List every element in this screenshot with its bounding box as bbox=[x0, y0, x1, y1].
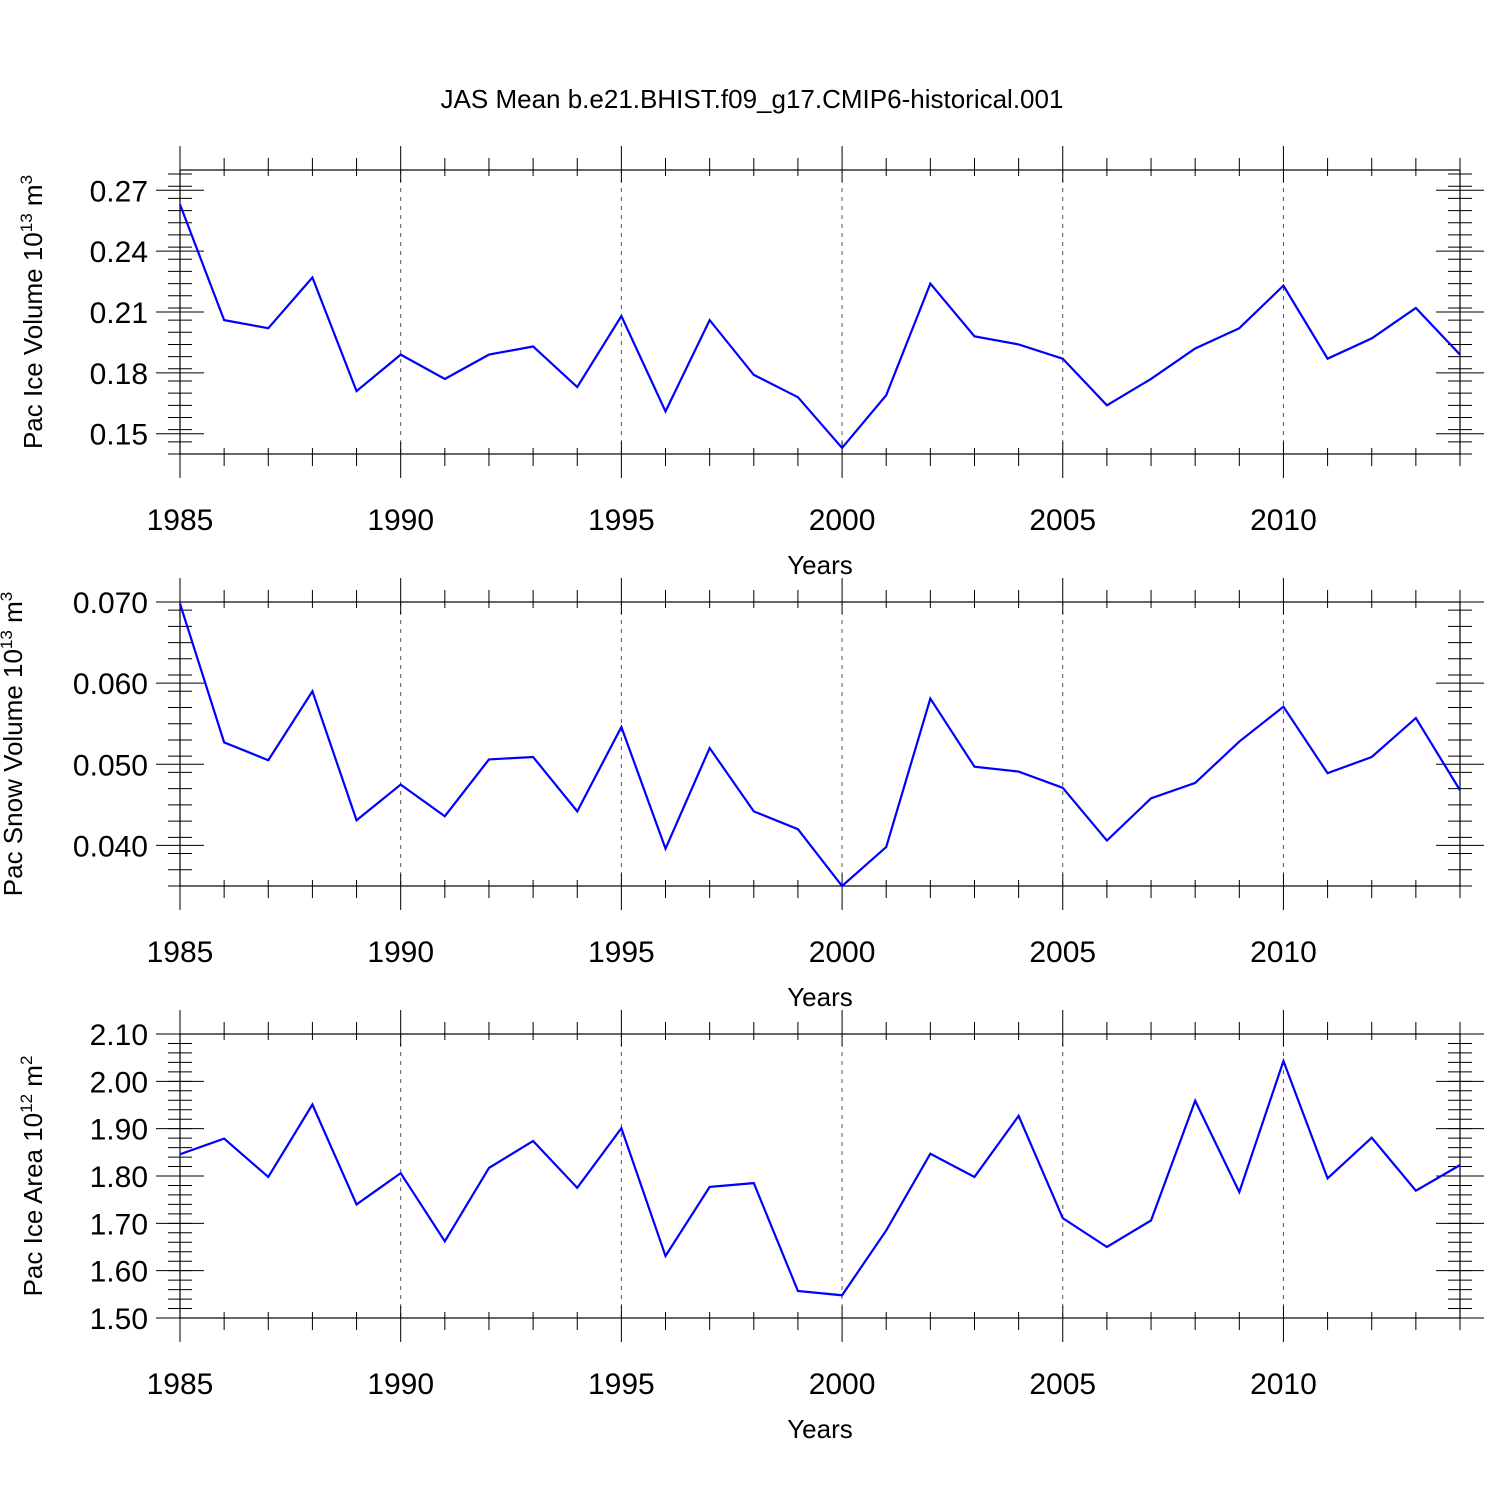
plot-frame bbox=[179, 1033, 1461, 1319]
y-tick-label: 1.80 bbox=[90, 1161, 148, 1194]
y-tick-label: 0.070 bbox=[73, 587, 148, 620]
x-tick-label: 1995 bbox=[588, 504, 655, 537]
y-tick-label: 0.18 bbox=[90, 358, 148, 391]
plot-frame bbox=[179, 169, 1461, 455]
x-tick-label: 1990 bbox=[367, 504, 434, 537]
x-tick-label: 2005 bbox=[1029, 504, 1096, 537]
x-tick-label: 2005 bbox=[1029, 1368, 1096, 1401]
x-tick-label: 1985 bbox=[147, 504, 214, 537]
y-axis-label: Pac Snow Volume 1013 m3 bbox=[0, 592, 28, 896]
x-tick-label: 2000 bbox=[809, 1368, 876, 1401]
panel-3: 1985 1990 1995 2000 2005 2010 Years 1.50 1.60 1.7… bbox=[17, 1010, 1484, 1444]
x-axis-label: Years bbox=[787, 982, 853, 1012]
x-tick-label: 1995 bbox=[588, 1368, 655, 1401]
y-tick-label: 1.50 bbox=[90, 1303, 148, 1336]
y-tick-label: 1.70 bbox=[90, 1208, 148, 1241]
y-tick-label: 0.24 bbox=[90, 236, 148, 269]
x-tick-label: 2010 bbox=[1250, 504, 1317, 537]
x-tick-label: 1990 bbox=[367, 1368, 434, 1401]
x-tick-label: 2000 bbox=[809, 504, 876, 537]
x-tick-label: 1985 bbox=[147, 1368, 214, 1401]
series-line bbox=[178, 603, 1461, 888]
panel-1: 1985 1990 1995 2000 2005 2010 Years 0.15 0.18 0.2… bbox=[17, 146, 1484, 580]
chart-title: JAS Mean b.e21.BHIST.f09_g17.CMIP6-histo… bbox=[441, 84, 1064, 114]
series-line bbox=[178, 204, 1461, 450]
x-tick-label: 2000 bbox=[809, 936, 876, 969]
panel-2: 1985 1990 1995 2000 2005 2010 Years 0.040 0.050 0… bbox=[0, 578, 1484, 1012]
y-tick-label: 2.00 bbox=[90, 1066, 148, 1099]
x-tick-label: 1985 bbox=[147, 936, 214, 969]
x-tick-label: 2010 bbox=[1250, 936, 1317, 969]
y-tick-label: 1.60 bbox=[90, 1256, 148, 1289]
y-axis-label: Pac Ice Volume 1013 m3 bbox=[17, 175, 48, 449]
y-tick-label: 0.050 bbox=[73, 749, 148, 782]
x-tick-label: 1990 bbox=[367, 936, 434, 969]
y-tick-label: 0.060 bbox=[73, 668, 148, 701]
y-tick-label: 1.90 bbox=[90, 1114, 148, 1147]
series-line bbox=[179, 1057, 1461, 1297]
y-tick-label: 0.27 bbox=[90, 175, 148, 208]
plot-frame bbox=[179, 601, 1461, 887]
x-axis-label: Years bbox=[787, 1414, 853, 1444]
x-tick-label: 1995 bbox=[588, 936, 655, 969]
y-axis-label: Pac Ice Area 1012 m2 bbox=[17, 1056, 48, 1297]
x-axis-label: Years bbox=[787, 550, 853, 580]
x-tick-label: 2005 bbox=[1029, 936, 1096, 969]
y-tick-label: 0.040 bbox=[73, 830, 148, 863]
y-tick-label: 0.21 bbox=[90, 297, 148, 330]
y-tick-label: 2.10 bbox=[90, 1019, 148, 1052]
y-tick-label: 0.15 bbox=[90, 419, 148, 452]
x-tick-label: 2010 bbox=[1250, 1368, 1317, 1401]
